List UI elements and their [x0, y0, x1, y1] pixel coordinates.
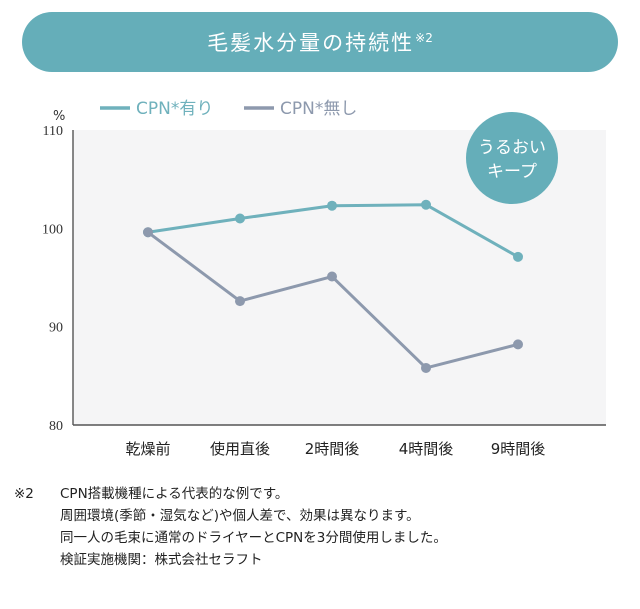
title-banner: 毛髪水分量の持続性 ※2: [22, 12, 618, 72]
x-tick-label: 乾燥前: [125, 440, 170, 458]
chart-title: 毛髪水分量の持続性: [207, 31, 415, 55]
series-1-point: [421, 199, 431, 210]
badge-line-2: キープ: [487, 162, 537, 182]
y-tick-label: 90: [49, 321, 63, 336]
footnote-line-2: 周囲環境(季節・湿気など)や個人差で、効果は異なります。: [60, 508, 420, 524]
footnote-text-1: CPN搭載機種による代表的な例です。: [60, 486, 289, 502]
x-tick-label: 使用直後: [210, 440, 270, 458]
y-tick-label: 100: [42, 222, 63, 237]
series-2-point: [513, 339, 523, 350]
series-1-point: [327, 200, 337, 211]
footnote-line-4: 検証実施機関：株式会社セラフト: [60, 552, 263, 568]
y-tick-label: 80: [49, 419, 63, 434]
footnote-line-3: 同一人の毛束に通常のドライヤーとCPNを3分間使用しました。: [60, 530, 447, 546]
series-1-point: [235, 213, 245, 224]
legend-label-1: CPN*有り: [136, 99, 213, 119]
series-2-point: [421, 362, 431, 373]
series-2-point: [143, 227, 153, 238]
x-tick-label: 9時間後: [491, 440, 546, 458]
badge-circle: [466, 112, 558, 204]
series-2-point: [235, 296, 245, 307]
y-axis-unit: %: [53, 109, 65, 124]
x-tick-label: 4時間後: [399, 440, 454, 458]
footnote-mark: ※2: [14, 486, 34, 502]
y-tick-label: 110: [43, 124, 63, 139]
series-1-point: [513, 251, 523, 262]
badge-line-1: うるおい: [478, 138, 546, 158]
footnote-line-1: ※2 CPN搭載機種による代表的な例です。: [14, 483, 626, 505]
chart: % 110 100 90 80 乾燥前 使用直後 2時間後 4時間後 9時間後 CPN*有り CPN*…: [0, 80, 640, 480]
series-2-point: [327, 271, 337, 282]
chart-svg: %110 100 90 80 乾燥前 使用直後 2時間後 4時間後 9時間後 CPN*有り CPN*…: [42, 99, 606, 458]
legend-label-2: CPN*無し: [280, 99, 357, 119]
footnotes: ※2 CPN搭載機種による代表的な例です。 周囲環境(季節・湿気など)や個人差で、…: [14, 483, 626, 571]
title-footnote-mark: ※2: [415, 31, 433, 45]
x-tick-label: 2時間後: [305, 440, 360, 458]
